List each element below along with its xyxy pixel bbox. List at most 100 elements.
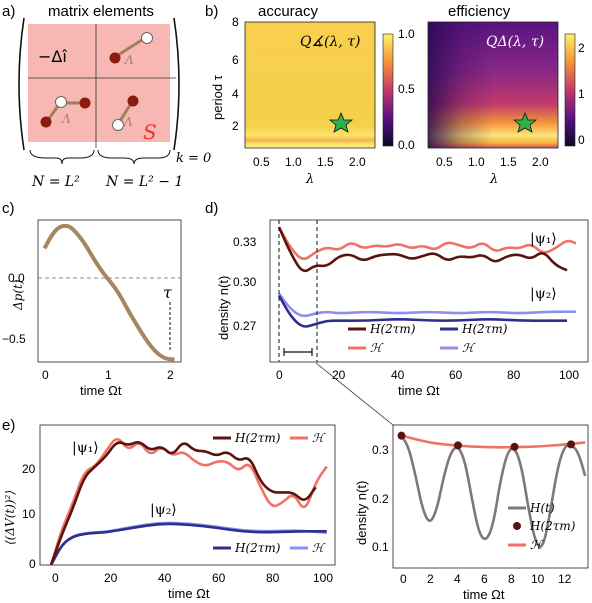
heatmap-right-xtick: 0.5 xyxy=(436,155,453,169)
inset-xtick: 2 xyxy=(427,572,434,586)
heatmap-left xyxy=(245,22,375,148)
heatmap-ylabel: period τ xyxy=(210,74,225,120)
inset-xtick: 12 xyxy=(558,572,572,586)
plot-c-xtick: 1 xyxy=(105,368,112,382)
light-dot xyxy=(141,32,153,44)
brace-right xyxy=(97,149,171,165)
plot-d-xtick: 60 xyxy=(449,368,463,382)
heatmap-left-xtick: 2.0 xyxy=(349,155,366,169)
series-line xyxy=(401,434,586,449)
legend-label: H(2τm) xyxy=(234,431,281,445)
heatmap-right-formula: QΔ(λ, τ) xyxy=(486,34,544,50)
heatmap-left-xtick: 0.5 xyxy=(253,155,270,169)
legend-label: ℋ xyxy=(370,341,384,355)
lambda-symbol: Λ xyxy=(123,115,133,129)
psi1-label: |ψ₁⟩ xyxy=(530,231,557,247)
legend-label: ℋ xyxy=(312,541,326,555)
plot-d-ytick: 0.27 xyxy=(233,319,257,333)
hop-bond xyxy=(114,36,146,59)
colorbar-right-tick: 1 xyxy=(578,87,585,101)
colorbar-left-tick: 1.0 xyxy=(398,27,415,41)
k-label: k = 0 xyxy=(176,151,211,166)
data-point xyxy=(454,441,462,450)
heatmap-left-title: accuracy xyxy=(258,3,319,20)
series-line xyxy=(49,521,327,566)
plot-d-ytick: 0.30 xyxy=(233,275,257,289)
legend-label: H(2τm) xyxy=(461,322,508,336)
heatmap-left-xtick: 1.5 xyxy=(317,155,334,169)
inset-frame xyxy=(392,424,589,569)
plot-d-xtick: 100 xyxy=(559,368,579,382)
plot-d-ytick: 0.33 xyxy=(233,235,257,249)
plot-e-ylabel: ⟨(ΔV(t))²⟩ xyxy=(3,490,17,545)
inset-xtick: 8 xyxy=(508,572,515,586)
plot-e-xtick: 0 xyxy=(52,571,59,585)
series-line xyxy=(277,226,568,273)
heatmap-right-border xyxy=(427,21,559,149)
plot-c-ylabel: Δp(t) xyxy=(11,279,25,311)
legend-label: ℋ xyxy=(312,431,326,445)
inset-ytick: 0.1 xyxy=(372,540,389,554)
legend-label: H(t) xyxy=(529,501,555,515)
right-bracket xyxy=(173,17,180,151)
inset-ytick: 0.3 xyxy=(372,443,389,457)
plot-e-ytick: 10 xyxy=(22,507,36,521)
heatmap-left-xtick: 1.0 xyxy=(285,155,302,169)
colorbar-left xyxy=(383,34,393,146)
heatmap-right-xtick: 1.5 xyxy=(500,155,517,169)
panel-label-c: c) xyxy=(2,200,15,217)
colorbar-right-tick: 0 xyxy=(578,133,585,147)
plot-e-xtick: 60 xyxy=(212,571,226,585)
plot-d-ylabel: density n(t) xyxy=(216,276,231,340)
inset-xtick: 4 xyxy=(454,572,461,586)
panel-c: 0.0 −0.5 0 1 2 time Ωt Δp(t) τ xyxy=(2,219,182,398)
plot-c-ytick: −0.5 xyxy=(2,332,26,346)
series-line xyxy=(400,434,587,548)
tau-label: τ xyxy=(163,283,173,302)
plot-c-xtick: 0 xyxy=(42,368,49,382)
heatmap-ytick: 6 xyxy=(232,53,239,67)
light-dot xyxy=(112,119,124,131)
heatmap-right-xtick: 2.0 xyxy=(532,155,549,169)
data-point xyxy=(567,440,576,449)
colorbar-right-border xyxy=(564,33,576,147)
series-line xyxy=(277,294,567,328)
lambda-symbol: Λ xyxy=(124,53,134,67)
plot-d-xtick: 40 xyxy=(391,368,405,382)
heatmap-left-xlabel: λ xyxy=(305,172,314,187)
inset-xtick: 0 xyxy=(400,572,407,586)
plot-e-frame xyxy=(39,424,336,566)
plot-d-xlabel: time Ωt xyxy=(398,383,440,398)
left-bracket xyxy=(18,17,25,151)
plot-c-frame xyxy=(37,219,182,363)
plot-c-xtick: 2 xyxy=(167,368,174,382)
panel-e: 20 10 0 0 20 40 60 80 100 time Ωt ⟨(ΔV(t… xyxy=(3,424,336,601)
inset-ylabel: density n(t) xyxy=(354,481,369,545)
legend-label: H(2τm) xyxy=(234,541,281,555)
heatmap-right-xtick: 1.0 xyxy=(468,155,485,169)
star-marker-right xyxy=(512,111,538,133)
heatmap-ytick: 8 xyxy=(232,15,239,29)
star-marker-left xyxy=(328,111,354,133)
heatmap-left-border xyxy=(244,21,376,149)
matrix-title: matrix elements xyxy=(48,3,154,20)
panel-b: accuracy Q∡(λ, τ) 1.0 0.5 0.0 efficiency… xyxy=(210,3,585,187)
plot-c-ytick: 0.0 xyxy=(8,271,25,285)
colorbar-right xyxy=(565,34,575,146)
plot-e-xtick: 40 xyxy=(158,571,172,585)
inset-xtick: 6 xyxy=(481,572,488,586)
psi2-label: |ψ₂⟩ xyxy=(150,502,177,518)
dark-dot xyxy=(109,52,121,64)
legend-label: ℋ xyxy=(462,341,476,355)
brace-left xyxy=(29,149,95,165)
colorbar-right-tick: 2 xyxy=(578,41,585,55)
series-line xyxy=(49,522,327,566)
plot-d-xtick: 20 xyxy=(332,368,346,382)
inset-xlabel: time Ωt xyxy=(463,587,505,602)
s-label: S xyxy=(143,120,157,144)
light-dot xyxy=(55,96,67,108)
panel-inset: 0.3 0.2 0.1 0 2 4 6 8 10 12 time Ωt dens… xyxy=(354,424,589,602)
panel-label-e: e) xyxy=(2,417,15,434)
inset-ytick: 0.2 xyxy=(372,492,389,506)
plot-e-ytick: 0 xyxy=(29,557,36,571)
